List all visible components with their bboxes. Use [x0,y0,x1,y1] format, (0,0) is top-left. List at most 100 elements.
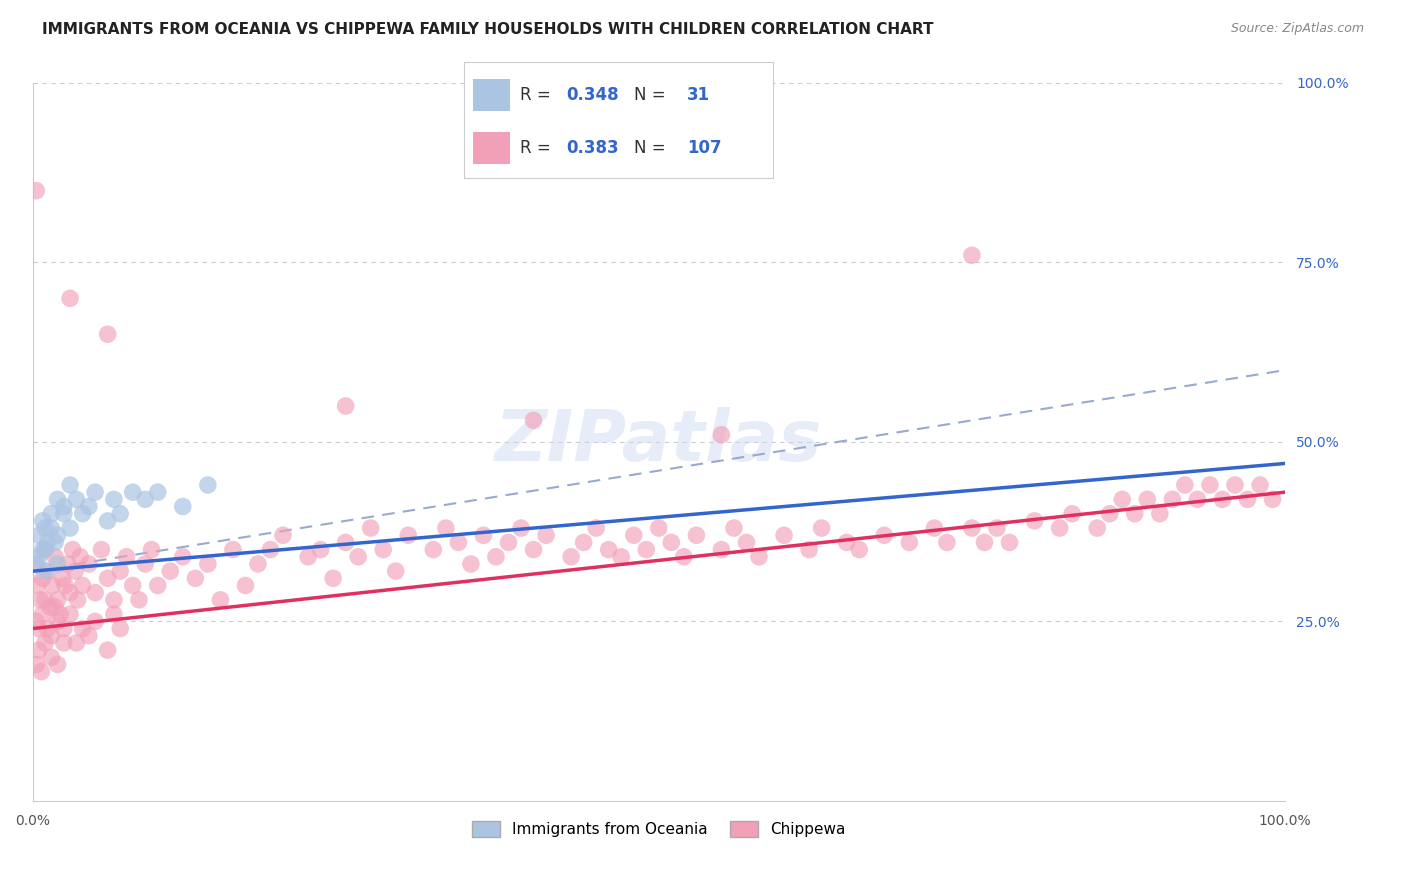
Point [28,622,51,636]
Point [710,542,733,557]
Point [1049,521,1071,535]
Point [924,521,946,535]
Point [585,521,607,535]
Point [873,528,896,542]
Point [141,542,163,557]
Point [27,578,49,592]
Point [1123,507,1146,521]
Point [69,549,91,564]
Point [235,578,257,592]
Point [28,549,51,564]
Point [322,571,344,585]
Point [396,528,419,542]
Point [1111,492,1133,507]
Text: R =: R = [520,86,555,103]
Point [1211,492,1233,507]
Point [46,528,69,542]
Point [134,557,156,571]
Point [84,485,107,500]
Legend: Immigrants from Oceania, Chippewa: Immigrants from Oceania, Chippewa [465,815,852,844]
Point [31,542,53,557]
Point [297,549,319,564]
Point [1136,492,1159,507]
Point [52,507,75,521]
Point [34,521,56,535]
Point [34,636,56,650]
Point [1085,521,1108,535]
Point [24,557,46,571]
Point [472,528,495,542]
Text: N =: N = [634,139,671,157]
Text: ZIPatlas: ZIPatlas [495,408,823,476]
Point [797,542,820,557]
Point [51,571,73,585]
Point [222,542,245,557]
Point [65,492,87,507]
Point [1062,507,1084,521]
Point [572,535,595,549]
Point [723,521,745,535]
Point [56,557,79,571]
Point [710,427,733,442]
Point [598,542,620,557]
Point [44,600,66,615]
Point [485,549,508,564]
Point [434,521,457,535]
Point [636,542,658,557]
Point [159,564,181,578]
Point [37,535,59,549]
Point [31,571,53,585]
Point [197,478,219,492]
Point [835,535,858,549]
Point [1187,492,1209,507]
Point [59,521,82,535]
Point [384,564,406,578]
Point [46,615,69,629]
Point [848,542,870,557]
Point [960,248,983,262]
Point [659,535,682,549]
Point [1174,478,1197,492]
Point [46,592,69,607]
Point [108,564,131,578]
Point [103,592,125,607]
Point [49,607,72,622]
Point [84,585,107,599]
Point [121,578,143,592]
Point [28,528,51,542]
Point [685,528,707,542]
Point [1098,507,1121,521]
Point [39,507,62,521]
Point [63,564,86,578]
Point [1261,492,1284,507]
Point [59,478,82,492]
Point [623,528,645,542]
Point [34,592,56,607]
Point [498,535,520,549]
Point [52,500,75,514]
Point [44,535,66,549]
Point [998,535,1021,549]
Point [898,535,921,549]
Point [1024,514,1046,528]
Point [460,557,482,571]
Point [1149,507,1171,521]
Point [90,542,112,557]
Point [560,549,582,564]
Point [197,557,219,571]
Point [648,521,671,535]
Point [510,521,533,535]
Point [1199,478,1222,492]
Point [373,542,395,557]
Point [610,549,633,564]
Text: 0.383: 0.383 [567,139,619,157]
Point [347,549,370,564]
Point [360,521,382,535]
Point [146,485,169,500]
Point [973,535,995,549]
Point [672,549,695,564]
Point [39,600,62,615]
Point [810,521,832,535]
Point [115,549,138,564]
Point [103,607,125,622]
